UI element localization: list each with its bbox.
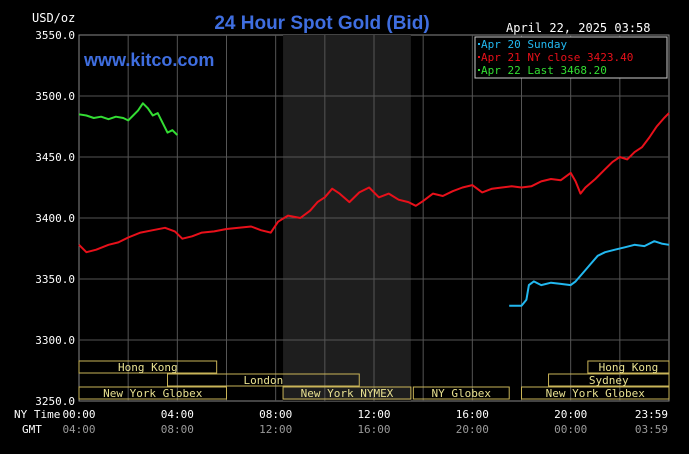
- session-bar-rect: [412, 386, 510, 400]
- session-bar: London: [167, 373, 360, 387]
- session-bar-rect: [548, 373, 670, 387]
- session-bar: Hong Kong: [587, 360, 670, 374]
- x-axis-ticks: 00:00 04:00 04:00 08:00 08:00 12:00 12:00 16:00…: [62, 408, 668, 436]
- x-axis-gmt-row-label: GMT: [22, 423, 42, 436]
- x-tick-label-ny: 00:00: [62, 408, 95, 421]
- y-tick-label: 3550.0: [35, 29, 75, 42]
- x-tick-label-gmt: 16:00: [357, 423, 390, 436]
- session-bar-rect: [282, 386, 412, 400]
- legend-entry-apr22: Apr 22 Last 3468.20: [481, 64, 607, 77]
- series-line-0: [509, 240, 670, 307]
- series-layer: [78, 102, 670, 307]
- y-tick-label: 3250.0: [35, 395, 75, 408]
- session-bar: New York NYMEX: [282, 386, 412, 400]
- legend: Apr 20 Sunday Apr 21 NY close 3423.40 Ap…: [474, 36, 668, 79]
- x-tick-label-ny: 23:59: [635, 408, 668, 421]
- session-bar-label: New York Globex: [103, 387, 203, 400]
- legend-box: [474, 36, 668, 79]
- session-bar: Sydney: [548, 373, 670, 387]
- session-bars: Hong Kong London New York Globex New York N…: [78, 360, 670, 400]
- session-bar-rect: [78, 360, 218, 374]
- grid-layer: [79, 35, 669, 401]
- x-tick-label-ny: 20:00: [554, 408, 587, 421]
- y-tick-label: 3300.0: [35, 334, 75, 347]
- y-tick-label: 3400.0: [35, 212, 75, 225]
- chart-title: 24 Hour Spot Gold (Bid): [214, 13, 429, 34]
- x-tick-label-ny: 16:00: [456, 408, 489, 421]
- session-bar-label: NY Globex: [431, 387, 491, 400]
- kitco-watermark: www.kitco.com: [83, 50, 214, 70]
- x-tick-label-gmt: 04:00: [62, 423, 95, 436]
- session-bar-label: Hong Kong: [599, 361, 659, 374]
- chart-timestamp: April 22, 2025 03:58: [506, 21, 651, 35]
- session-bar-label: New York Globex: [546, 387, 646, 400]
- x-tick-label-gmt: 00:00: [554, 423, 587, 436]
- series-line-2: [78, 102, 178, 136]
- x-axis-ny-row-label: NY Time: [14, 408, 60, 421]
- y-axis-ticks: 3550.0 3500.0 3450.0 3400.0 3350.0 3300.0 3250…: [35, 29, 75, 408]
- x-tick-label-gmt: 03:59: [635, 423, 668, 436]
- session-bar-label: Sydney: [589, 374, 629, 387]
- y-axis-unit-label: USD/oz: [32, 11, 75, 25]
- session-bar-label: Hong Kong: [118, 361, 178, 374]
- session-bar-rect: [78, 386, 227, 400]
- session-bar: New York Globex: [521, 386, 670, 400]
- series-line-1: [78, 112, 670, 254]
- session-bar-label: New York NYMEX: [301, 387, 394, 400]
- session-bar: Hong Kong: [78, 360, 218, 374]
- y-tick-label: 3350.0: [35, 273, 75, 286]
- session-bar-rect: [167, 373, 360, 387]
- session-bar-rect: [587, 360, 670, 374]
- x-tick-label-gmt: 20:00: [456, 423, 489, 436]
- session-bar-label: London: [244, 374, 284, 387]
- y-tick-label: 3500.0: [35, 90, 75, 103]
- x-tick-label-gmt: 08:00: [161, 423, 194, 436]
- x-tick-label-gmt: 12:00: [259, 423, 292, 436]
- x-tick-label-ny: 04:00: [161, 408, 194, 421]
- x-tick-label-ny: 08:00: [259, 408, 292, 421]
- session-bar: NY Globex: [412, 386, 510, 400]
- legend-entry-apr21: Apr 21 NY close 3423.40: [481, 51, 633, 64]
- x-tick-label-ny: 12:00: [357, 408, 390, 421]
- legend-entry-apr20: Apr 20 Sunday: [481, 38, 567, 51]
- session-bar: New York Globex: [78, 386, 227, 400]
- y-tick-label: 3450.0: [35, 151, 75, 164]
- session-bar-rect: [521, 386, 670, 400]
